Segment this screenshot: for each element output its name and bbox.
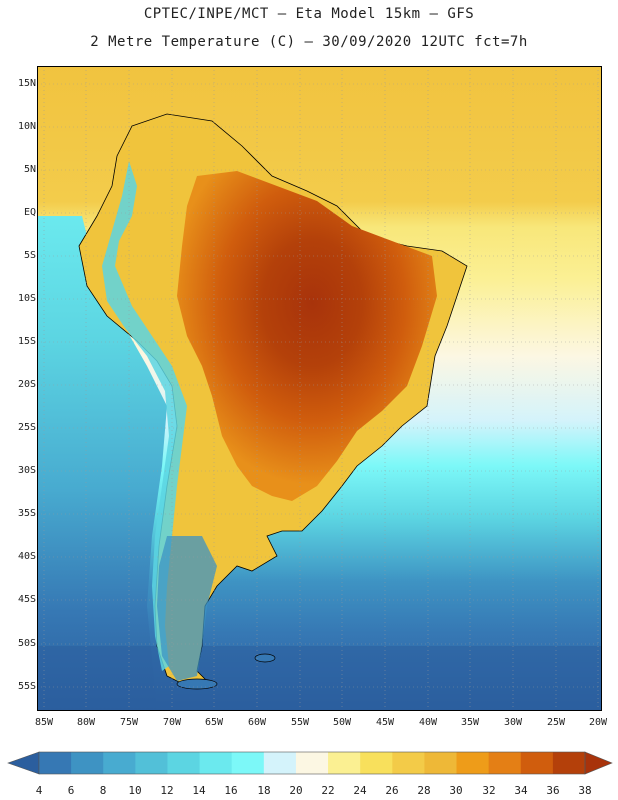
colorbar-right-arrow [584, 751, 613, 775]
lat-label: EQ [23, 207, 36, 218]
colorbar-segment [103, 752, 136, 774]
colorbar-label: 20 [289, 784, 303, 797]
colorbar-label: 10 [128, 784, 142, 797]
colorbar-label: 6 [67, 784, 75, 797]
lon-label: 25W [546, 717, 566, 728]
lat-label: 35S [17, 508, 36, 519]
colorbar-label: 18 [257, 784, 271, 797]
lat-label: 10N [17, 121, 36, 132]
colorbar-segment [231, 752, 265, 774]
colorbar-label: 36 [546, 784, 560, 797]
lon-label: 85W [34, 717, 54, 728]
lat-label: 10S [17, 293, 36, 304]
colorbar-segment [488, 752, 522, 774]
colorbar-label: 22 [321, 784, 335, 797]
map-frame [37, 66, 602, 711]
lat-label: 40S [17, 551, 36, 562]
colorbar-segment [520, 752, 554, 774]
lat-label: 55S [17, 681, 36, 692]
colorbar-label: 8 [99, 784, 107, 797]
temperature-map [37, 66, 602, 711]
colorbar-segment [135, 752, 168, 774]
colorbar-frame [38, 751, 586, 775]
lat-label: 30S [17, 465, 36, 476]
colorbar-label: 34 [514, 784, 528, 797]
colorbar-label: 14 [192, 784, 206, 797]
colorbar-segment [199, 752, 233, 774]
lon-label: 75W [119, 717, 139, 728]
lon-label: 60W [247, 717, 267, 728]
colorbar-segment [263, 752, 297, 774]
lat-label: 45S [17, 594, 36, 605]
colorbar-segment [424, 752, 458, 774]
colorbar-label: 12 [160, 784, 174, 797]
lon-label: 50W [332, 717, 352, 728]
temperature-colorbar [7, 751, 613, 775]
colorbar-label: 4 [35, 784, 43, 797]
falkland-islands [254, 653, 276, 663]
lon-label: 20W [588, 717, 608, 728]
colorbar-label: 24 [353, 784, 367, 797]
tierra-del-fuego [176, 678, 218, 690]
lon-label: 40W [418, 717, 438, 728]
lon-label: 55W [290, 717, 310, 728]
lon-label: 35W [460, 717, 480, 728]
southern-ocean-band [37, 646, 602, 711]
lon-label: 70W [162, 717, 182, 728]
lon-label: 30W [503, 717, 523, 728]
colorbar-label: 16 [224, 784, 238, 797]
colorbar-label: 32 [482, 784, 496, 797]
colorbar-segment [71, 752, 104, 774]
colorbar-segment [456, 752, 490, 774]
lat-label: 15S [17, 336, 36, 347]
lat-label: 15N [17, 78, 36, 89]
patagonia-region [157, 536, 217, 681]
lat-label: 5S [23, 250, 36, 261]
lon-label: 65W [204, 717, 224, 728]
colorbar-label: 30 [449, 784, 463, 797]
colorbar-segment [39, 752, 72, 774]
map-title-line1: CPTEC/INPE/MCT – Eta Model 15km – GFS [143, 6, 475, 22]
colorbar-left-arrow [7, 751, 40, 775]
colorbar-segment [167, 752, 201, 774]
pacific-ocean [37, 216, 167, 711]
map-title-line2: 2 Metre Temperature (C) – 30/09/2020 12U… [90, 34, 528, 50]
colorbar-segment [552, 752, 586, 774]
lat-label: 50S [17, 638, 36, 649]
colorbar-segment [295, 752, 329, 774]
lat-label: 5N [23, 164, 36, 175]
lon-label: 80W [76, 717, 96, 728]
colorbar-segment [392, 752, 425, 774]
lat-label: 25S [17, 422, 36, 433]
colorbar-segment [328, 752, 361, 774]
colorbar-segment [360, 752, 393, 774]
colorbar-label: 38 [578, 784, 592, 797]
lon-label: 45W [375, 717, 395, 728]
hot-interior-region [177, 171, 437, 501]
colorbar-label: 28 [417, 784, 431, 797]
lat-label: 20S [17, 379, 36, 390]
colorbar-label: 26 [385, 784, 399, 797]
